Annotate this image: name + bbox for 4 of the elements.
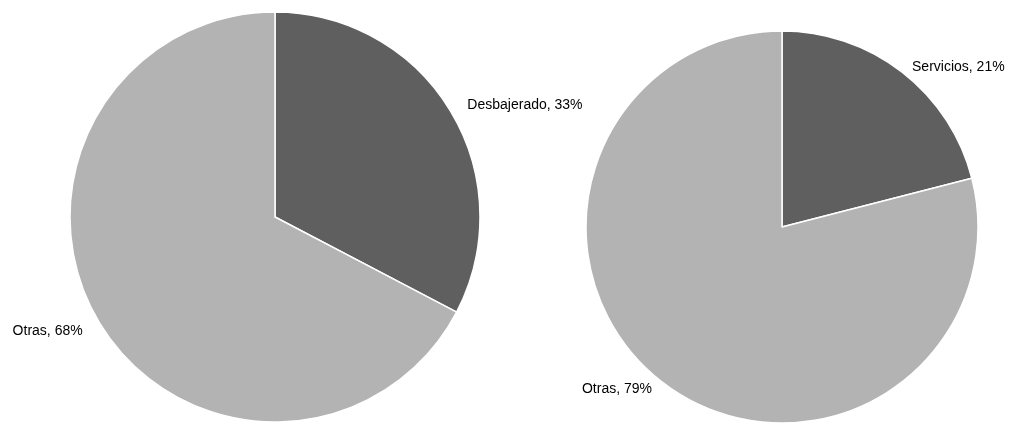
slice-label: Desbajerado, 33% bbox=[467, 95, 583, 112]
slice-label: Servicios, 21% bbox=[912, 57, 1005, 74]
slice-label: Otras, 79% bbox=[581, 380, 652, 397]
slice-label: Otras, 68% bbox=[12, 322, 83, 339]
